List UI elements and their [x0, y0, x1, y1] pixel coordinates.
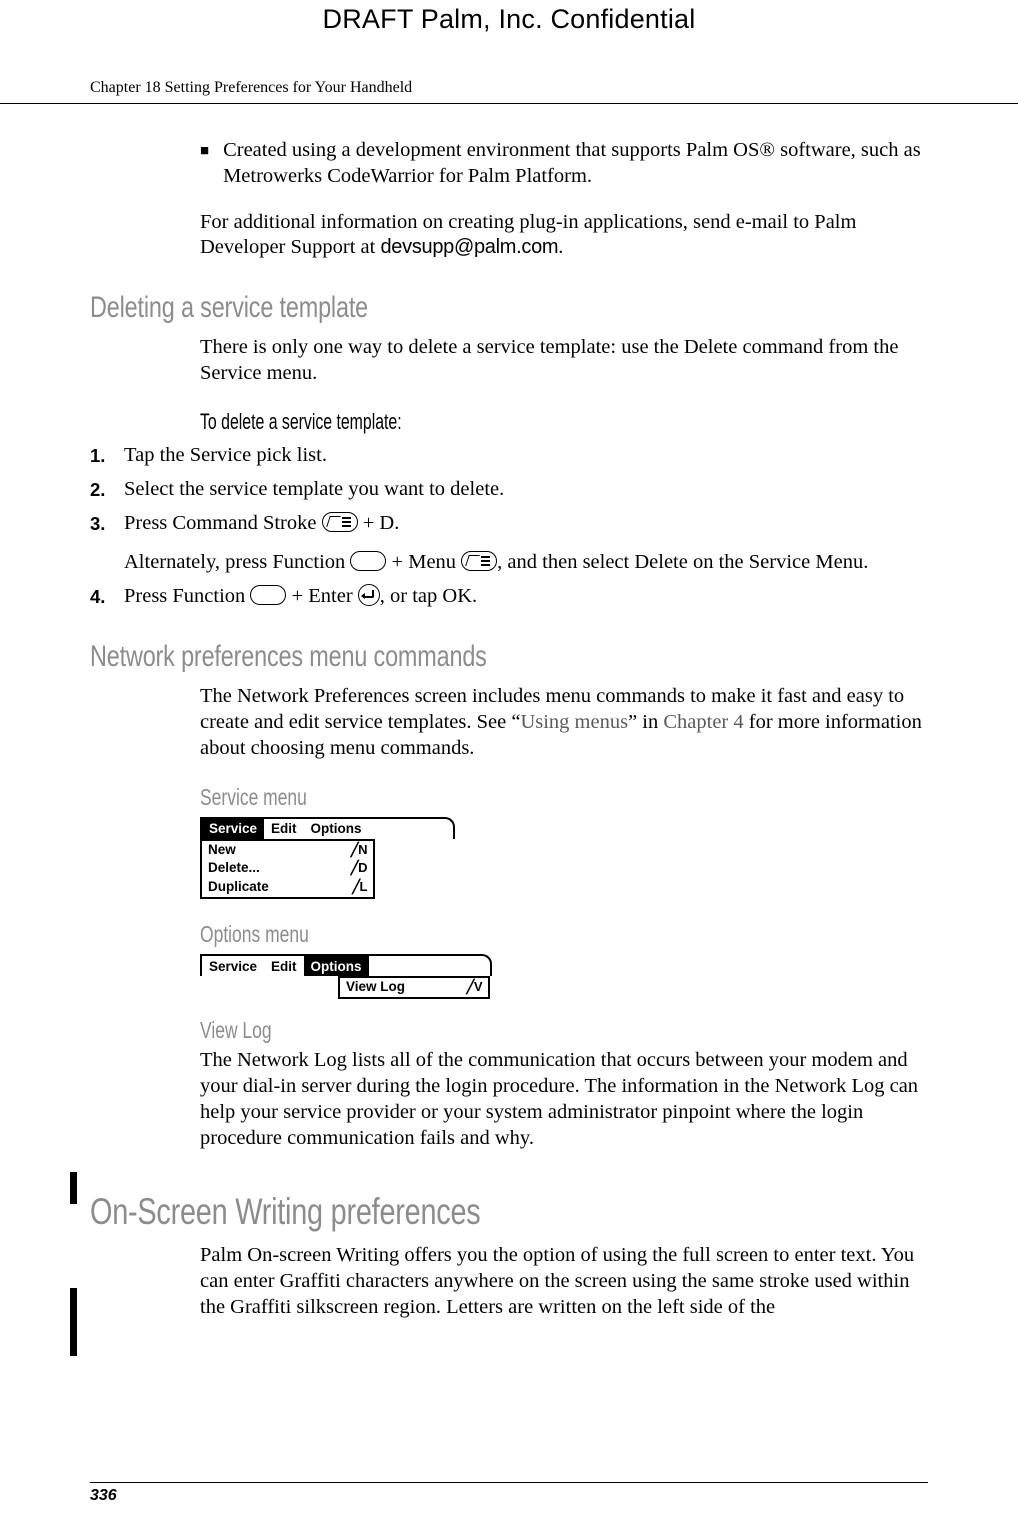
page-number: 336: [90, 1487, 117, 1504]
command-stroke-icon: [322, 512, 358, 532]
step-num-4: 4.: [90, 584, 110, 610]
intro-para: For additional information on creating p…: [200, 210, 928, 262]
options-dropdown: View Log ╱V: [338, 976, 490, 999]
mc-body-b: ” in: [628, 711, 663, 733]
subheading-service-menu: Service menu: [200, 784, 753, 811]
menu-item-new[interactable]: New ╱N: [202, 841, 373, 860]
bullet-item: ■ Created using a development environmen…: [200, 138, 928, 190]
function-key-icon-2: [250, 585, 286, 605]
draft-watermark: DRAFT Palm, Inc. Confidential: [0, 4, 1018, 35]
mi-delete-shortcut: ╱D: [351, 860, 367, 877]
subheading-options-menu: Options menu: [200, 921, 753, 948]
enter-key-icon: [358, 584, 380, 606]
step-3-text: Press Command Stroke + D. Alternately, p…: [124, 511, 868, 577]
mi-viewlog-label: View Log: [346, 979, 405, 996]
step-3-sub: Alternately, press Function + Menu , and…: [124, 550, 868, 576]
link-chapter-4[interactable]: Chapter 4: [663, 711, 743, 733]
function-key-icon: [350, 551, 386, 571]
step-3alt-c: , and then select Delete on the Service …: [497, 551, 868, 573]
mi-new-label: New: [208, 842, 236, 859]
service-menu-mock: Service Edit Options New ╱N Delete... ╱D…: [200, 817, 928, 900]
tab-options-2[interactable]: Options: [304, 956, 369, 976]
tab-service[interactable]: Service: [202, 819, 264, 839]
menu-item-delete[interactable]: Delete... ╱D: [202, 859, 373, 878]
tab-edit[interactable]: Edit: [264, 819, 304, 839]
change-bar-1: [70, 1172, 77, 1204]
running-header: Chapter 18 Setting Preferences for Your …: [0, 79, 1018, 104]
mi-new-shortcut: ╱N: [351, 842, 367, 859]
heading-onscreen: On-Screen Writing preferences: [90, 1191, 744, 1233]
deleting-body: There is only one way to delete a servic…: [200, 335, 928, 387]
step-4: 4. Press Function + Enter , or tap OK.: [90, 584, 928, 610]
intro-para-b: .: [558, 236, 563, 258]
bullet-text: Created using a development environment …: [223, 138, 928, 190]
steps-list: 1. Tap the Service pick list. 2. Select …: [90, 443, 928, 610]
tab-options[interactable]: Options: [304, 819, 369, 839]
intro-block: ■ Created using a development environmen…: [200, 138, 928, 261]
service-menubar: Service Edit Options: [200, 817, 455, 839]
step-num-1: 1.: [90, 443, 110, 469]
step-4b: + Enter: [286, 585, 357, 607]
tab-edit-2[interactable]: Edit: [264, 956, 304, 976]
page: DRAFT Palm, Inc. Confidential Chapter 18…: [0, 0, 1018, 1537]
step-3a: Press Command Stroke: [124, 512, 322, 534]
link-using-menus[interactable]: Using menus: [520, 711, 628, 733]
mi-delete-label: Delete...: [208, 860, 260, 877]
menucmds-body: The Network Preferences screen includes …: [200, 684, 928, 761]
mi-duplicate-shortcut: ╱L: [352, 879, 367, 896]
step-3alt-a: Alternately, press Function: [124, 551, 350, 573]
viewlog-body: The Network Log lists all of the communi…: [200, 1048, 928, 1151]
tab-service-2[interactable]: Service: [202, 956, 264, 976]
step-num-2: 2.: [90, 477, 110, 503]
step-1-text: Tap the Service pick list.: [124, 443, 327, 469]
mi-duplicate-label: Duplicate: [208, 879, 269, 896]
step-4a: Press Function: [124, 585, 250, 607]
page-footer: 336: [90, 1482, 928, 1505]
subheading-to-delete: To delete a service template:: [200, 409, 724, 435]
content: ■ Created using a development environmen…: [0, 104, 1018, 1321]
step-2-text: Select the service template you want to …: [124, 477, 504, 503]
step-3: 3. Press Command Stroke + D. Alternately…: [90, 511, 928, 577]
menu-item-view-log[interactable]: View Log ╱V: [340, 978, 488, 997]
step-num-3: 3.: [90, 511, 110, 577]
service-dropdown: New ╱N Delete... ╱D Duplicate ╱L: [200, 839, 375, 900]
bullet-icon: ■: [200, 138, 209, 190]
menu-key-icon: [461, 551, 497, 571]
step-4-text: Press Function + Enter , or tap OK.: [124, 584, 477, 610]
email-text: devsupp@palm.com: [380, 236, 558, 258]
options-menu-mock: Service Edit Options View Log ╱V: [200, 954, 928, 999]
options-menubar: Service Edit Options: [200, 954, 492, 976]
heading-deleting: Deleting a service template: [90, 291, 744, 325]
heading-menu-commands: Network preferences menu commands: [90, 640, 744, 674]
change-bar-2: [70, 1288, 77, 1356]
step-4c: , or tap OK.: [380, 585, 477, 607]
step-2: 2. Select the service template you want …: [90, 477, 928, 503]
onscreen-body: Palm On-screen Writing offers you the op…: [200, 1243, 928, 1320]
step-3alt-b: + Menu: [386, 551, 461, 573]
subheading-view-log: View Log: [200, 1017, 753, 1044]
mi-viewlog-shortcut: ╱V: [467, 979, 483, 996]
menu-item-duplicate[interactable]: Duplicate ╱L: [202, 878, 373, 897]
step-3b: + D.: [358, 512, 400, 534]
step-1: 1. Tap the Service pick list.: [90, 443, 928, 469]
